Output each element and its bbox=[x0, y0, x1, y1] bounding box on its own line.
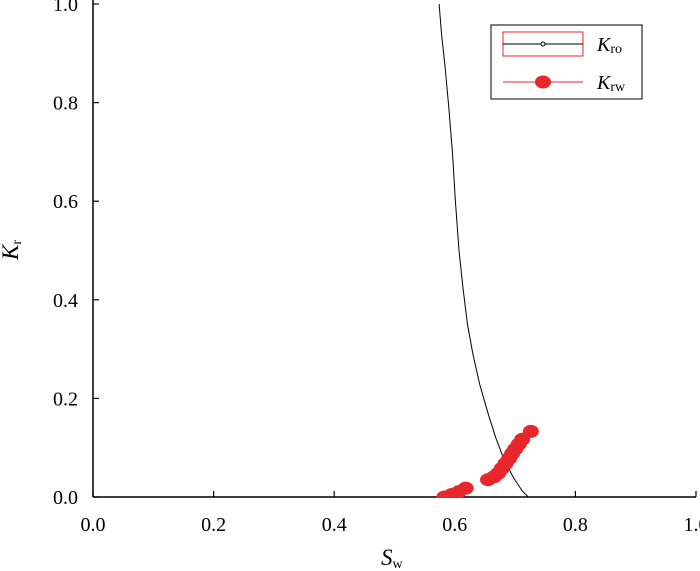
x-tick-label: 0.0 bbox=[81, 514, 106, 536]
y-axis-label: Kr bbox=[0, 240, 25, 261]
axes bbox=[92, 0, 696, 498]
legend-box bbox=[490, 24, 643, 100]
series-layer bbox=[436, 3, 539, 498]
x-axis-label: Sw bbox=[381, 545, 404, 571]
x-axis-ticks: 0.0 0.2 0.4 0.6 0.8 1.0 bbox=[81, 491, 700, 536]
x-tick-label: 0.2 bbox=[201, 514, 226, 536]
x-tick-label: 0.8 bbox=[563, 514, 588, 536]
x-tick-label: 0.4 bbox=[322, 514, 347, 536]
y-axis-ticks: 0.0 0.2 0.4 0.6 0.8 1.0 bbox=[53, 0, 99, 509]
y-tick-label: 0.8 bbox=[53, 93, 78, 115]
y-tick-label: 0.0 bbox=[53, 487, 78, 509]
legend-kro-label: Kro bbox=[596, 34, 622, 57]
data-point-krw bbox=[522, 424, 539, 438]
y-tick-label: 1.0 bbox=[53, 0, 78, 16]
legend-krw-marker bbox=[535, 75, 551, 89]
x-tick-label: 1.0 bbox=[684, 514, 700, 536]
legend: Kro Krw bbox=[490, 24, 643, 100]
y-tick-label: 0.6 bbox=[53, 191, 78, 213]
data-point-krw bbox=[457, 481, 474, 495]
legend-kro-marker bbox=[540, 41, 546, 47]
y-tick-label: 0.4 bbox=[53, 290, 78, 312]
legend-item-kro: Kro bbox=[502, 31, 622, 57]
series-krw bbox=[436, 424, 539, 498]
legend-item-krw: Krw bbox=[503, 72, 626, 95]
x-tick-label: 0.6 bbox=[442, 514, 467, 536]
y-tick-label: 0.2 bbox=[53, 388, 78, 410]
legend-krw-label: Krw bbox=[596, 72, 626, 95]
